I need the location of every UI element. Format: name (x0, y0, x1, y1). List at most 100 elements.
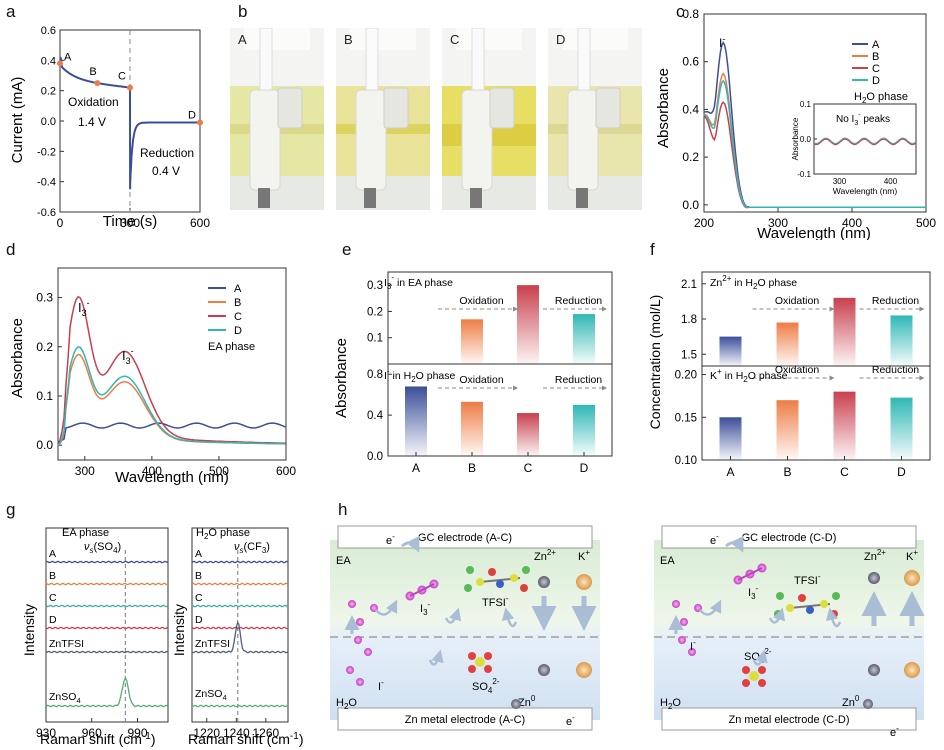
g-right-xtick-label: 1260 (252, 726, 279, 740)
e-ytick-label: 0.1 (367, 333, 383, 345)
panel-label-c: c (676, 2, 685, 21)
h-right-iodide-ball (672, 600, 680, 608)
f-oxidation-label: Oxidation (775, 295, 820, 307)
g-left-xtick-label: 960 (82, 726, 102, 740)
h-i3-sub: 3 (751, 592, 756, 601)
a-point-C (127, 84, 133, 91)
a-xtick-label: 0 (57, 216, 64, 230)
c-ytick-label: 0.0 (682, 198, 699, 212)
c-inset-trace (813, 138, 917, 146)
h-e-sup: - (392, 532, 395, 541)
h-left-medium (330, 540, 600, 720)
g-right-row-label: C (195, 592, 203, 604)
h-right-tfsi-atom (806, 606, 814, 614)
c-legend-label: C (872, 63, 880, 75)
g-ylabel-right: Intensity (171, 604, 187, 656)
h-zn0-sup: 0 (531, 694, 536, 703)
h-e-sup: - (896, 724, 899, 733)
c-inset-xtick-label: 400 (884, 177, 898, 186)
h-right-tfsi-atom (820, 600, 828, 608)
h-right-k-ion-top (904, 570, 920, 586)
c-inset-note-sub: 3 (854, 120, 858, 127)
a-ytick-label: -0.6 (37, 207, 56, 219)
h-left-bottom-electrode (337, 707, 593, 731)
h-left-sulfate-o (468, 652, 476, 660)
g-right-trace-3 (191, 626, 289, 630)
h-left-i3-label: I3- (420, 600, 431, 617)
c-inset-ytick-label: -0.1 (797, 170, 811, 179)
f-ytick-label: 1.5 (681, 349, 697, 361)
e-bottom-bar-C (517, 413, 539, 456)
h-zn0: Zn (842, 697, 855, 709)
g-right-row-label: ZnTFSI (195, 638, 230, 650)
g-left-row-label: ZnTFSI (49, 638, 84, 650)
d-ytick-label: 0.0 (36, 438, 53, 452)
h-left-sulfate-o (484, 665, 492, 673)
h-h2o-sub: 2 (668, 702, 673, 711)
d-legend-note: EA phase (208, 341, 255, 353)
h-left-k-label: K+ (578, 548, 590, 563)
d-legend-label: A (234, 283, 242, 295)
h-k: K (906, 551, 914, 563)
d-series-D (57, 346, 286, 446)
h-tfsi: TFSI (794, 575, 818, 587)
h-left-electron-bottom: e- (566, 713, 575, 728)
h-i3-sub: 3 (423, 608, 428, 617)
h-left-electron-top: e- (386, 532, 395, 547)
h-right-i3-label: I3- (748, 584, 759, 601)
h-right-sulfate-o (758, 679, 766, 687)
h-left-tfsi-atom (464, 584, 472, 592)
f-bottom-bar-A (719, 417, 742, 460)
c-legend-label: A (872, 39, 880, 51)
f-bottom-bar-B (776, 400, 799, 460)
f-bottom-bar-C (833, 391, 856, 460)
a-point-B (94, 80, 101, 87)
a-oxidation-v: 1.4 V (78, 115, 106, 129)
h-right-flow-arrow (768, 607, 786, 624)
h-left-top-electrode-label: GC electrode (A-C) (418, 532, 512, 544)
c-ytick-label: 0.8 (682, 7, 699, 21)
h-left-iodide-ball (356, 618, 364, 626)
h-left-zn-ion-top (538, 576, 550, 588)
h-left-tfsi-atom (520, 584, 528, 592)
a-ytick-label: -0.2 (37, 146, 56, 158)
e-reduction-label: Reduction (555, 374, 602, 386)
vial-photo-A (230, 28, 324, 210)
a-reduction: Reduction (140, 146, 194, 160)
c-xtick-label: 400 (842, 216, 862, 230)
h-left-tfsi-label: TFSI- (482, 594, 509, 609)
a-xtick-label: 600 (190, 216, 210, 230)
c-ytick-label: 0.6 (682, 55, 699, 69)
h-right-iodide-ball (680, 618, 688, 626)
h-left-sulfate-s (475, 657, 485, 667)
e-bottom-bar-B (461, 401, 483, 456)
h-left-h2o-label: H2O (336, 697, 357, 711)
h-e: e (566, 716, 572, 728)
h-right-flow-arrow (752, 649, 768, 666)
c-legend-note: H2O phase (854, 91, 908, 105)
d-series-B (57, 353, 286, 446)
h-right-h2o-label: H2O (660, 697, 681, 711)
h-right-iodide-ball (678, 636, 686, 644)
e-top-bar-C (517, 285, 539, 364)
e-bottom-title: I- in H2O phase (384, 367, 455, 384)
g-right-row-label: B (195, 570, 202, 582)
panel-e-chart: 0.3 0.2 0.1 Oxidation Reduction 0.8 0.4 0.0 Oxid… (333, 271, 613, 475)
h-right-tfsi-atom (798, 594, 806, 602)
f-top-bar-D (890, 315, 913, 366)
e-reduction-label: Reduction (555, 295, 602, 307)
h-h2o-rest: O (348, 697, 357, 709)
c-peak-label: I- (719, 34, 725, 50)
h-zn: Zn (534, 551, 547, 563)
d-ylabel: Absorbance (9, 318, 26, 398)
g-xlabel-left: Raman shift (cm-1) (40, 731, 156, 747)
vial-photo-D (548, 28, 642, 210)
a-ytick-label: 0.0 (41, 116, 56, 128)
h-h2o-sub: 2 (344, 702, 349, 711)
h-left-flow-arrow (428, 649, 444, 666)
f-bottom-frame (701, 365, 931, 461)
f-bottom-title: K+ in H2O phase (710, 367, 788, 384)
e-xtick-label: B (468, 461, 476, 475)
c-ytick-label: 0.2 (682, 150, 699, 164)
